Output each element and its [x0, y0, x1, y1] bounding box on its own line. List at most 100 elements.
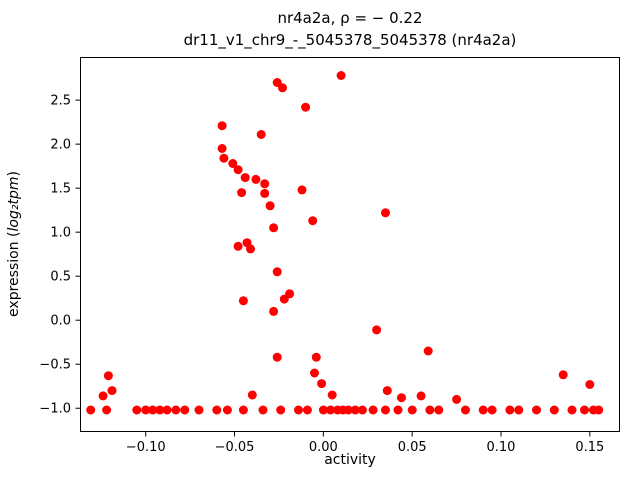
data-point — [297, 185, 307, 195]
data-point — [102, 405, 112, 415]
data-point — [246, 244, 255, 254]
data-point — [233, 165, 243, 175]
x-tick-label: 0.10 — [487, 440, 516, 455]
y-tick-label: 0.5 — [50, 270, 71, 285]
data-point — [585, 380, 595, 389]
data-point — [238, 405, 248, 415]
data-point — [423, 346, 433, 356]
data-point — [397, 393, 406, 403]
data-point — [162, 405, 172, 415]
data-point — [461, 405, 470, 415]
data-point — [311, 352, 321, 362]
data-point — [594, 405, 604, 415]
data-point — [180, 405, 190, 415]
y-tick-label: 0.0 — [50, 314, 71, 329]
x-axis-label: activity — [324, 452, 376, 468]
y-tick-label: 2.0 — [50, 138, 71, 153]
y-axis-label-text: expression ( — [6, 231, 22, 317]
data-point — [217, 121, 227, 131]
data-point — [350, 405, 360, 415]
data-point — [98, 391, 108, 401]
data-point — [434, 405, 444, 415]
data-point — [580, 405, 589, 415]
data-point — [302, 405, 312, 415]
data-point — [240, 173, 250, 183]
y-axis-label-close: ) — [6, 171, 22, 177]
data-point — [425, 405, 435, 415]
data-point — [219, 153, 229, 163]
data-point — [326, 405, 335, 415]
data-point — [279, 294, 289, 304]
y-tick-label: 1.0 — [50, 226, 71, 241]
data-point — [381, 208, 390, 218]
data-point — [357, 405, 367, 415]
data-point — [478, 405, 488, 415]
y-tick-label: 1.5 — [50, 182, 71, 197]
data-point — [217, 144, 227, 153]
data-point — [310, 368, 319, 378]
y-axis-label: expression (log₂tpm) — [6, 134, 22, 354]
chart-title: nr4a2a, ρ = − 0.22 — [277, 9, 423, 27]
data-point — [194, 405, 204, 415]
axes-spines — [80, 57, 620, 432]
data-point — [272, 352, 282, 362]
data-point — [107, 386, 117, 396]
data-point — [317, 379, 327, 389]
data-point — [212, 405, 222, 415]
data-point — [407, 405, 417, 415]
data-point — [260, 179, 270, 189]
data-point — [256, 130, 266, 139]
data-point — [141, 405, 151, 415]
data-point — [260, 188, 270, 198]
x-tick-label: −0.10 — [126, 440, 166, 455]
data-point — [505, 405, 515, 415]
data-point — [238, 296, 248, 306]
data-point — [155, 405, 165, 415]
data-point — [301, 102, 311, 112]
data-point — [278, 83, 287, 93]
data-point — [382, 386, 392, 396]
data-point — [558, 370, 568, 380]
data-point — [487, 405, 497, 415]
data-point — [103, 371, 113, 381]
y-axis-label-math: log₂tpm — [6, 176, 22, 232]
x-tick-label: 0.05 — [398, 440, 427, 455]
data-point — [368, 405, 378, 415]
y-tick-label: −0.5 — [39, 358, 71, 373]
data-point — [258, 405, 268, 415]
data-point — [549, 405, 559, 415]
x-tick-label: −0.05 — [215, 440, 255, 455]
data-point — [416, 391, 426, 401]
data-point — [318, 405, 328, 415]
data-point — [228, 159, 238, 168]
data-point — [372, 325, 382, 335]
data-point — [308, 216, 318, 226]
data-point — [272, 267, 282, 277]
y-tick-label: 2.5 — [50, 94, 71, 109]
data-point — [452, 394, 462, 404]
x-tick-label: 0.00 — [309, 440, 338, 455]
data-point — [336, 71, 346, 80]
data-point — [86, 405, 96, 415]
data-point — [233, 241, 243, 251]
data-point — [567, 405, 577, 415]
data-point — [237, 188, 247, 198]
y-tick-label: −1.0 — [39, 402, 71, 417]
data-point — [269, 306, 279, 316]
data-point — [247, 390, 257, 400]
x-tick-label: 0.15 — [575, 440, 604, 455]
data-point — [514, 405, 524, 415]
data-point — [276, 405, 286, 415]
data-point — [251, 174, 261, 184]
data-point — [343, 405, 353, 415]
data-point — [148, 405, 158, 415]
data-point — [269, 223, 279, 233]
chart-subtitle: dr11_v1_chr9_-_5045378_5045378 (nr4a2a) — [183, 31, 517, 49]
data-point — [327, 390, 337, 400]
data-point — [222, 405, 232, 415]
data-point — [294, 405, 303, 415]
data-point — [393, 405, 403, 415]
data-point — [381, 405, 390, 415]
